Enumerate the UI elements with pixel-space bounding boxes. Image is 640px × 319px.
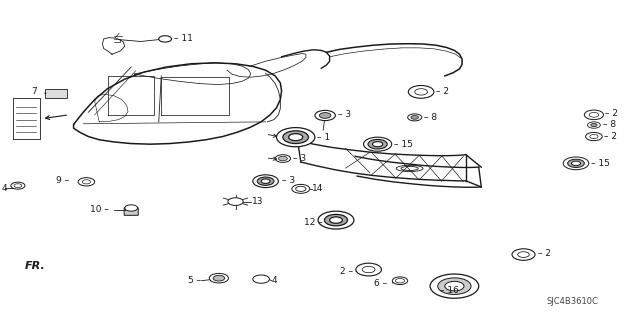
Text: 13: 13 bbox=[252, 197, 263, 206]
Circle shape bbox=[438, 278, 471, 294]
Text: – 3: – 3 bbox=[338, 110, 351, 119]
Text: – 2: – 2 bbox=[604, 132, 617, 141]
Circle shape bbox=[368, 139, 387, 149]
Circle shape bbox=[318, 211, 354, 229]
Circle shape bbox=[319, 113, 331, 118]
Text: – 11: – 11 bbox=[174, 34, 193, 43]
Circle shape bbox=[572, 161, 580, 166]
Text: 10 –: 10 – bbox=[90, 205, 109, 214]
Circle shape bbox=[257, 177, 274, 185]
Text: – 2: – 2 bbox=[436, 87, 449, 96]
Circle shape bbox=[563, 157, 589, 170]
Circle shape bbox=[292, 184, 310, 193]
Text: – 16: – 16 bbox=[440, 286, 459, 295]
Text: – 1: – 1 bbox=[317, 133, 331, 142]
Text: 4: 4 bbox=[1, 184, 7, 193]
Circle shape bbox=[588, 122, 600, 128]
Circle shape bbox=[591, 123, 597, 127]
Circle shape bbox=[408, 114, 422, 121]
Text: 6 –: 6 – bbox=[374, 279, 387, 288]
Circle shape bbox=[408, 85, 434, 98]
Text: 7: 7 bbox=[31, 87, 37, 96]
Circle shape bbox=[261, 179, 270, 183]
Circle shape bbox=[283, 131, 308, 144]
Circle shape bbox=[411, 115, 419, 119]
Text: 9 –: 9 – bbox=[56, 176, 69, 185]
Text: – 15: – 15 bbox=[591, 159, 610, 168]
Circle shape bbox=[392, 277, 408, 285]
Text: – 3: – 3 bbox=[293, 154, 307, 163]
Circle shape bbox=[430, 274, 479, 298]
Circle shape bbox=[11, 182, 25, 189]
Circle shape bbox=[278, 156, 287, 161]
Circle shape bbox=[253, 175, 278, 188]
Text: – 2: – 2 bbox=[538, 249, 550, 258]
Circle shape bbox=[78, 178, 95, 186]
Circle shape bbox=[253, 275, 269, 283]
Text: – 8: – 8 bbox=[424, 113, 438, 122]
Text: 2 –: 2 – bbox=[340, 267, 353, 276]
Text: SJC4B3610C: SJC4B3610C bbox=[547, 297, 599, 306]
Circle shape bbox=[584, 110, 604, 120]
Text: – 2: – 2 bbox=[605, 109, 618, 118]
Circle shape bbox=[228, 198, 243, 205]
Text: – 15: – 15 bbox=[394, 140, 413, 149]
Circle shape bbox=[512, 249, 535, 260]
Text: 14: 14 bbox=[312, 184, 324, 193]
Circle shape bbox=[125, 205, 138, 211]
FancyBboxPatch shape bbox=[45, 89, 67, 98]
Circle shape bbox=[372, 142, 383, 147]
FancyBboxPatch shape bbox=[124, 208, 138, 215]
Text: – 8: – 8 bbox=[603, 120, 616, 129]
Circle shape bbox=[159, 36, 172, 42]
Circle shape bbox=[586, 132, 602, 141]
Circle shape bbox=[276, 128, 315, 147]
Circle shape bbox=[209, 273, 228, 283]
Text: 5 –: 5 – bbox=[188, 276, 202, 285]
Circle shape bbox=[356, 263, 381, 276]
Circle shape bbox=[324, 214, 348, 226]
Circle shape bbox=[289, 134, 303, 141]
Text: 4: 4 bbox=[272, 276, 278, 285]
Circle shape bbox=[445, 281, 464, 291]
Text: 12 –: 12 – bbox=[305, 218, 323, 227]
Circle shape bbox=[315, 110, 335, 121]
Circle shape bbox=[275, 155, 291, 162]
Circle shape bbox=[364, 137, 392, 151]
Circle shape bbox=[568, 159, 584, 167]
Text: FR.: FR. bbox=[24, 261, 45, 271]
Text: – 3: – 3 bbox=[282, 176, 295, 185]
Circle shape bbox=[213, 275, 225, 281]
Circle shape bbox=[330, 217, 342, 223]
